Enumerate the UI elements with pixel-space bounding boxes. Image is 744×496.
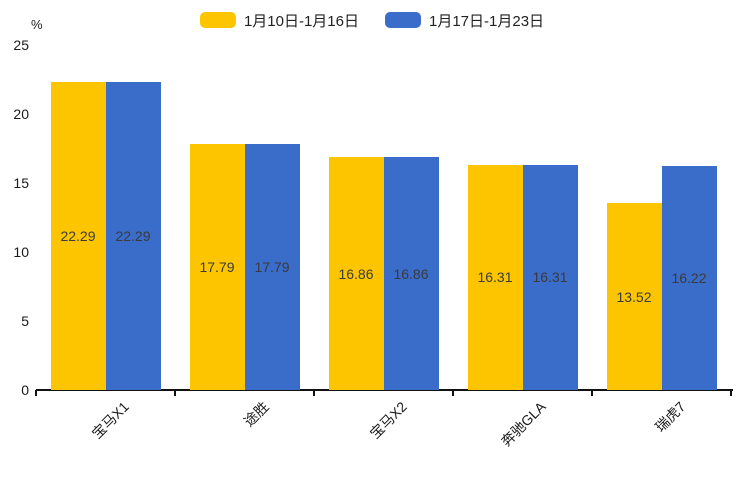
category-label-4: 瑞虎7 [651,398,689,436]
y-tick-label: 20 [13,106,29,122]
y-tick-label: 25 [13,37,29,53]
x-axis-tick [452,390,454,396]
x-axis-tick [313,390,315,396]
x-axis-tick [35,390,37,396]
bar-week1-2[interactable] [328,157,384,390]
legend-label-week1: 1月10日-1月16日 [243,12,359,30]
y-axis-unit-label: % [31,17,43,32]
bar-week1-0[interactable] [50,82,106,390]
y-tick-label: 5 [21,313,29,329]
bar-week1-4[interactable] [606,203,662,390]
x-axis-line [36,389,733,391]
x-axis-tick [591,390,593,396]
category-label-0: 宝马X1 [89,398,133,442]
legend-swatch-blue [385,12,421,28]
y-tick-label: 10 [13,244,29,260]
bar-week1-3[interactable] [467,164,523,390]
legend: 1月10日-1月16日 1月17日-1月23日 [0,8,744,32]
category-label-2: 宝马X2 [367,398,411,442]
legend-label-week2: 1月17日-1月23日 [429,12,545,30]
bar-week2-1[interactable] [244,144,300,390]
category-label-3: 奔驰GLA [498,398,550,450]
x-axis-tick [730,390,732,396]
bar-week2-3[interactable] [522,164,578,390]
y-tick-label: 0 [21,382,29,398]
bar-week2-2[interactable] [383,157,439,390]
bar-week2-0[interactable] [105,82,161,390]
legend-swatch-yellow [199,12,236,28]
category-label-1: 途胜 [240,398,272,430]
bar-week1-1[interactable] [189,144,245,390]
legend-item-week2[interactable]: 1月17日-1月23日 [385,10,544,31]
x-axis-tick [174,390,176,396]
y-tick-label: 15 [13,175,29,191]
legend-item-week1[interactable]: 1月10日-1月16日 [199,10,359,31]
bar-week2-4[interactable] [661,166,717,390]
